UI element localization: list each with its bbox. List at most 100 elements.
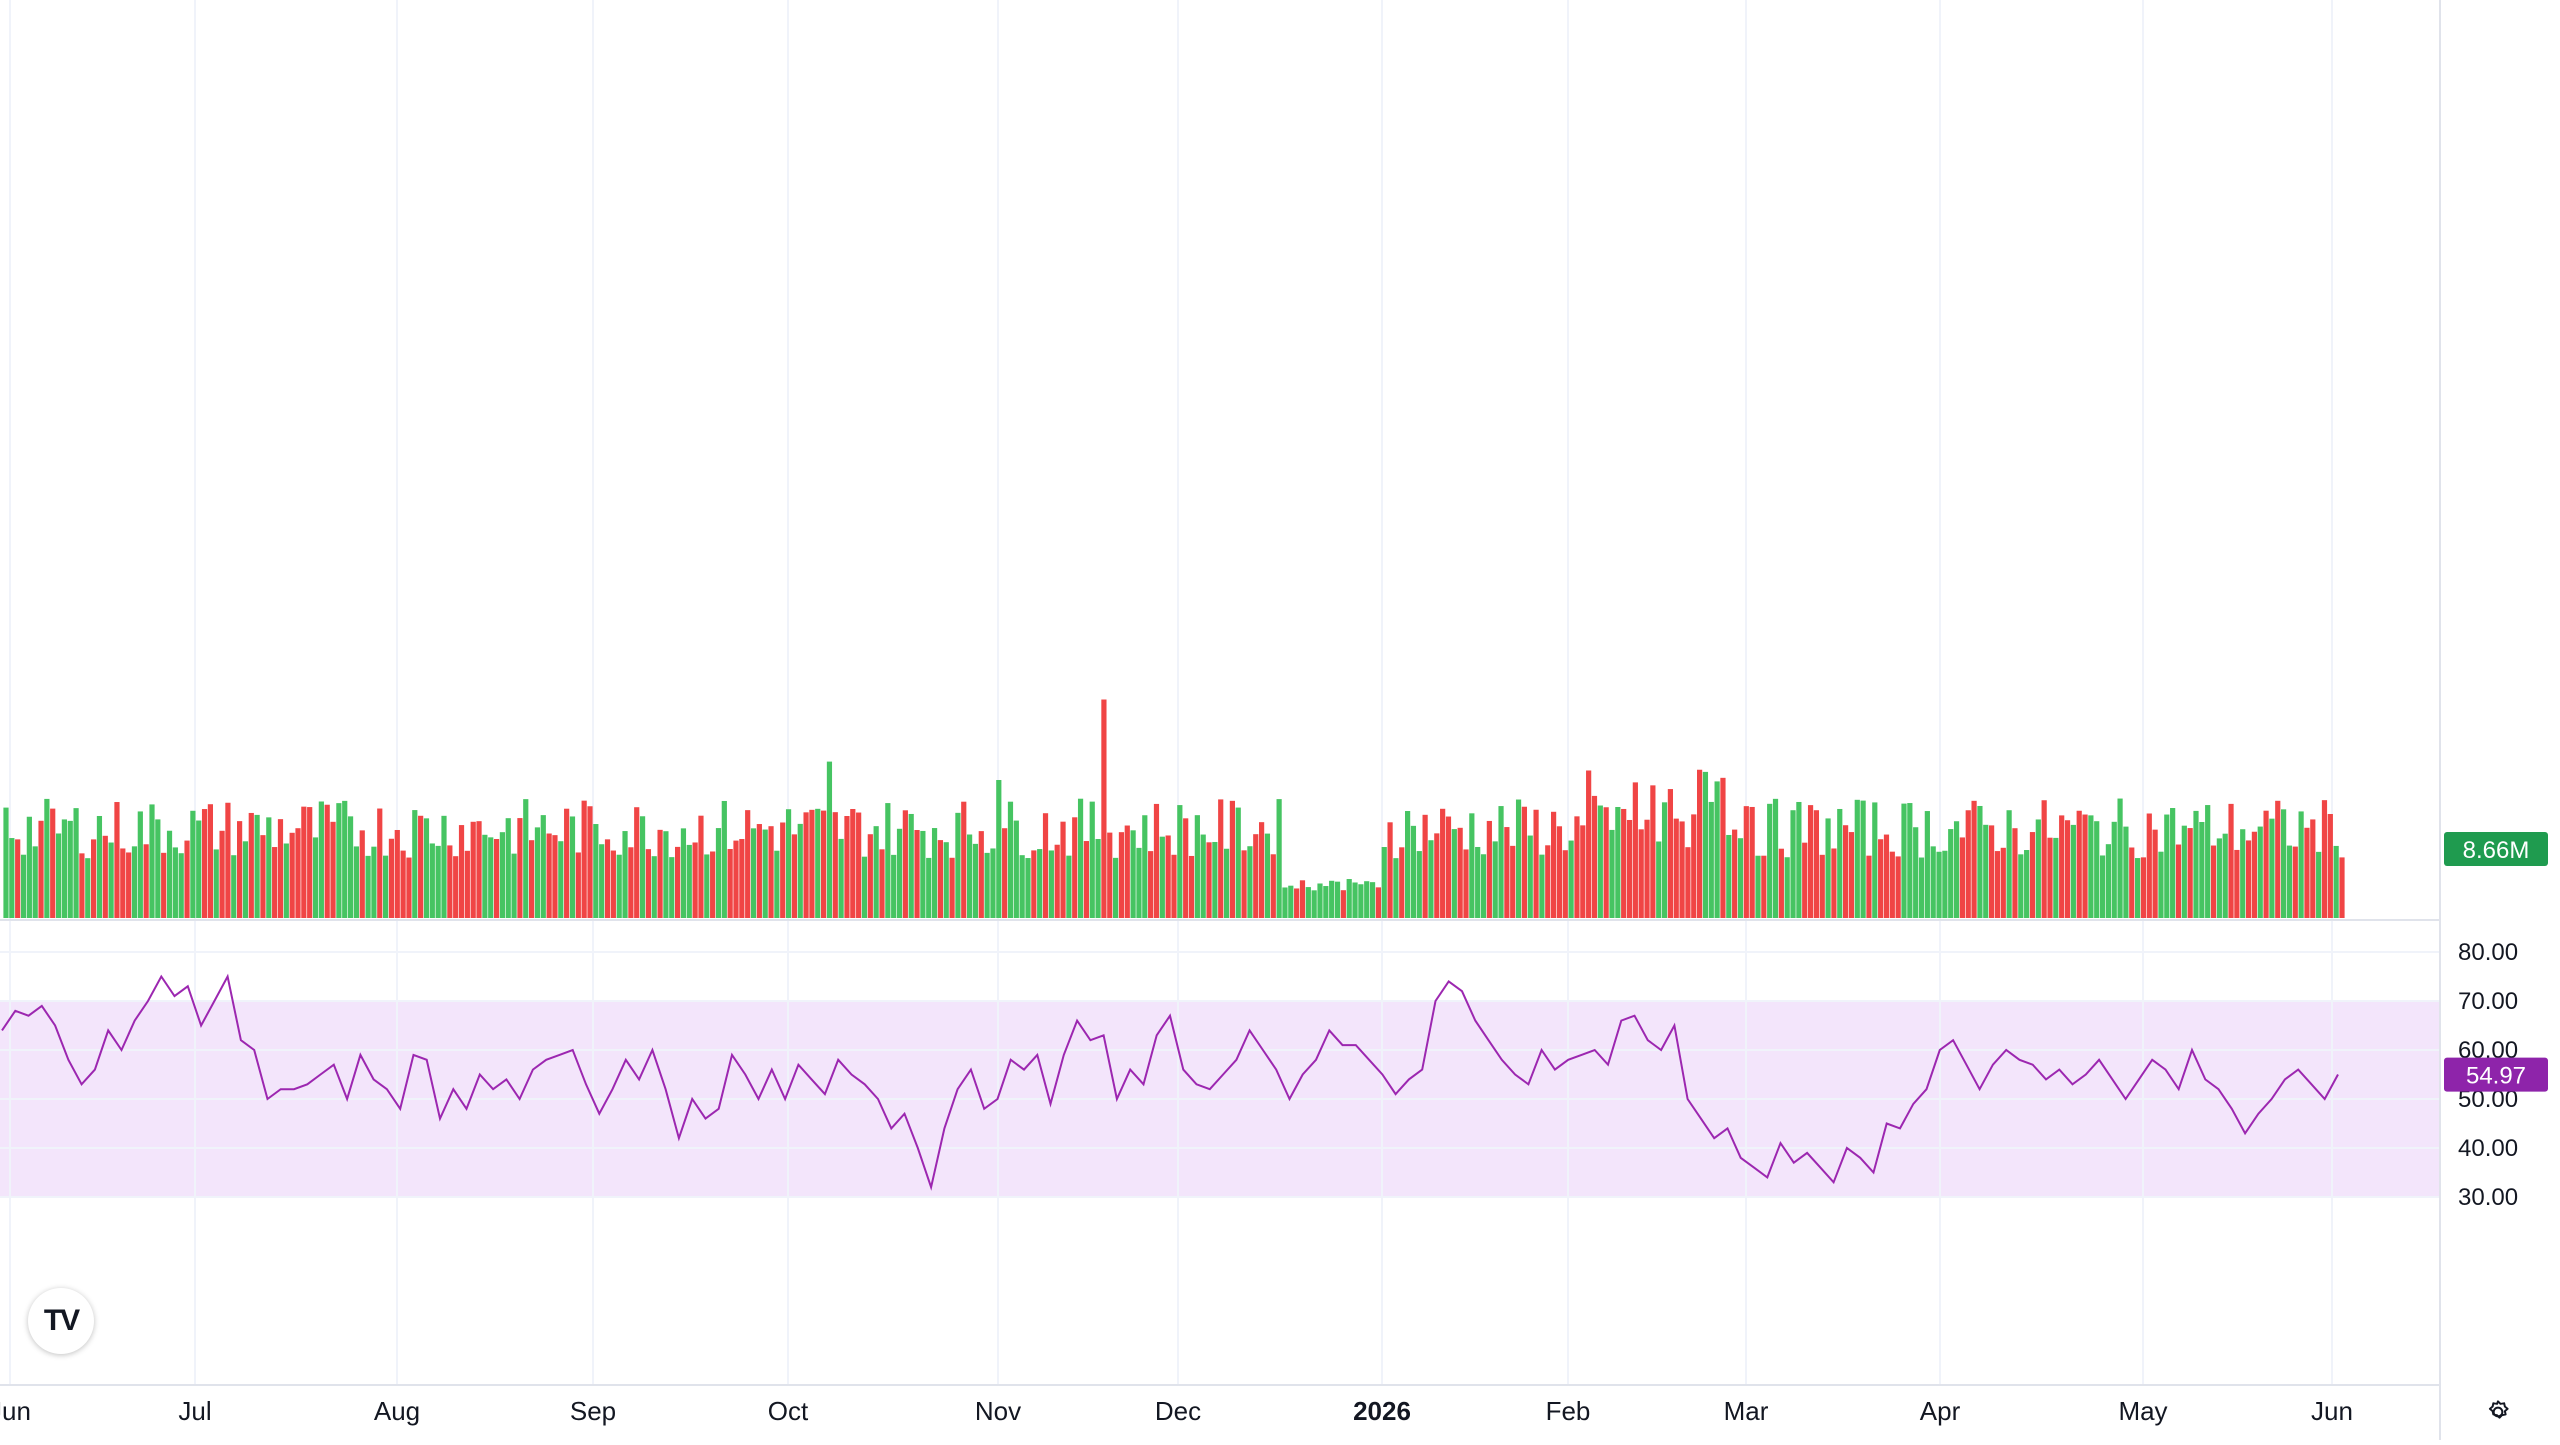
volume-bar <box>680 828 687 918</box>
volume-bar <box>295 828 301 918</box>
volume-bar <box>418 815 424 918</box>
volume-bar <box>312 837 319 918</box>
volume-bar <box>1533 809 1539 918</box>
volume-bar <box>318 801 324 918</box>
volume-bar <box>2275 800 2281 918</box>
rsi-axis-tick: 70.00 <box>2458 988 2518 1015</box>
volume-bar <box>225 802 231 918</box>
volume-bar <box>2304 827 2310 918</box>
volume-bar <box>2164 814 2170 918</box>
volume-bar <box>196 820 202 918</box>
volume-bar <box>1200 834 1206 918</box>
volume-bar <box>1264 833 1271 918</box>
volume-bar <box>733 840 739 918</box>
time-axis-tick: Jul <box>178 1396 211 1426</box>
volume-bar <box>873 826 879 918</box>
volume-bar <box>1854 799 1860 918</box>
volume-bar <box>838 838 844 918</box>
volume-bar <box>388 838 395 918</box>
volume-bar <box>1486 820 1492 918</box>
volume-bar <box>967 834 973 918</box>
volume-bar <box>20 854 27 918</box>
volume-bar <box>628 847 634 918</box>
volume-bar <box>1644 819 1650 918</box>
volume-bar <box>2216 838 2222 918</box>
volume-bar <box>780 822 786 918</box>
volume-bar <box>2292 846 2298 918</box>
volume-bar <box>1913 827 1919 918</box>
volume-bar <box>540 815 546 918</box>
volume-bar <box>850 808 856 918</box>
volume-bar <box>383 855 389 918</box>
volume-bar <box>1194 815 1200 918</box>
volume-bar <box>949 857 955 918</box>
volume-bar <box>493 839 500 918</box>
volume-bar <box>1626 819 1633 918</box>
volume-bar <box>283 843 289 918</box>
volume-bar <box>254 814 260 918</box>
volume-bar <box>1329 880 1335 918</box>
volume-bar <box>1802 842 1808 918</box>
volume-bar <box>2129 847 2135 918</box>
volume-bar <box>1948 829 1954 918</box>
volume-bar <box>1953 821 1960 918</box>
volume-bar <box>926 857 932 918</box>
volume-bar <box>1661 802 1668 918</box>
volume-bar <box>423 818 430 918</box>
volume-bar <box>120 848 126 918</box>
volume-bar <box>2152 829 2158 918</box>
volume-bar <box>1883 834 1890 918</box>
volume-bar <box>669 857 675 918</box>
volume-bar <box>3 807 9 918</box>
volume-bar <box>1299 880 1306 918</box>
volume-bar <box>1492 841 1498 918</box>
volume-bar <box>1118 832 1125 918</box>
rsi-axis-tick: 30.00 <box>2458 1184 2518 1211</box>
volume-bar <box>663 831 669 918</box>
volume-bar <box>1399 847 1405 918</box>
volume-bar <box>1702 771 1709 918</box>
volume-bar <box>902 810 908 918</box>
volume-bar <box>412 810 418 918</box>
volume-bar <box>1936 851 1942 918</box>
volume-bar <box>1107 832 1113 918</box>
volume-bar <box>1054 844 1060 918</box>
volume-bar <box>1031 850 1037 918</box>
volume-bar <box>1025 858 1031 918</box>
volume-bar <box>155 819 161 918</box>
gear-icon[interactable] <box>2478 1392 2518 1432</box>
tradingview-logo-watermark[interactable]: TV <box>28 1288 94 1354</box>
volume-bar <box>429 843 435 918</box>
volume-bar <box>704 854 710 918</box>
volume-bar <box>896 828 903 918</box>
volume-bar <box>2111 821 2117 918</box>
volume-bar <box>2339 857 2345 918</box>
volume-bar <box>1451 829 1457 918</box>
volume-bar <box>1772 798 1779 918</box>
volume-bar <box>639 816 646 918</box>
volume-bar <box>2064 820 2071 918</box>
volume-bar <box>499 832 505 918</box>
volume-bar <box>2146 813 2152 918</box>
volume-bar <box>1317 883 1323 918</box>
volume-bar <box>727 849 733 918</box>
volume-bar <box>1148 851 1154 918</box>
volume-bar <box>470 821 476 918</box>
volume-bar <box>1235 807 1241 918</box>
volume-bar <box>336 803 342 918</box>
time-axis-tick: Nov <box>975 1396 1021 1426</box>
volume-bar <box>365 855 371 918</box>
volume-bar <box>511 853 517 918</box>
volume-bar <box>237 821 243 918</box>
volume-bar <box>2321 800 2328 918</box>
volume-bar <box>2281 809 2287 918</box>
volume-bar <box>2047 837 2053 918</box>
volume-bar <box>1650 785 1656 918</box>
volume-bar <box>458 825 465 918</box>
volume-bar <box>2245 840 2252 918</box>
volume-bar <box>1364 881 1370 918</box>
volume-bar <box>102 835 108 918</box>
volume-bar <box>67 820 73 918</box>
